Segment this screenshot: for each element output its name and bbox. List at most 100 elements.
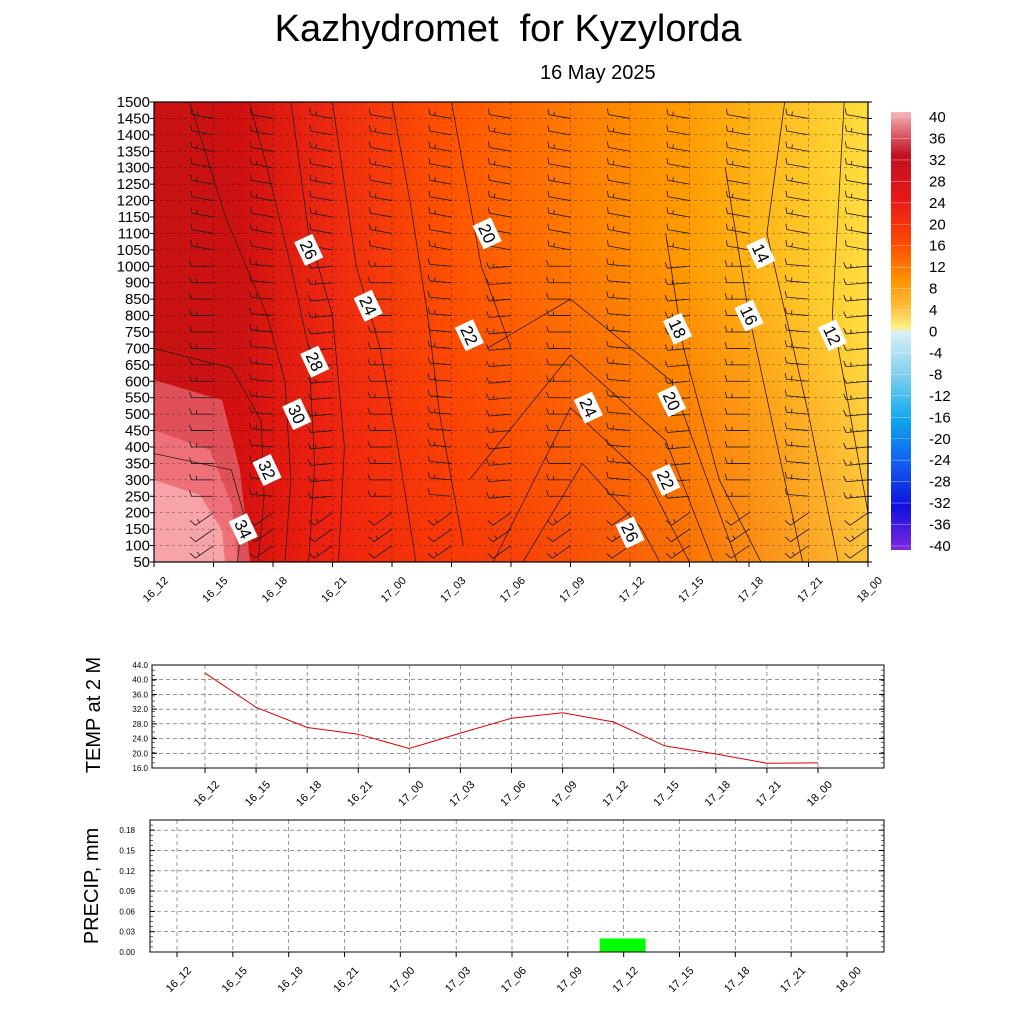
wind-barb-flag <box>546 536 553 543</box>
wind-barb <box>309 223 333 234</box>
wind-barb-flag <box>843 262 847 269</box>
wind-barb-flag <box>367 276 371 283</box>
wind-barb-flag <box>546 440 549 448</box>
wind-barb <box>427 406 452 415</box>
wind-barb-flag <box>784 520 791 526</box>
wind-barb <box>843 262 868 269</box>
wind-barb-staff <box>667 463 690 466</box>
colorbar-label: 12 <box>929 259 946 276</box>
wind-barb-flag <box>189 391 192 398</box>
wind-barb-staff <box>608 411 631 415</box>
wind-barb-flag <box>249 258 252 265</box>
wind-barb <box>547 207 571 218</box>
wind-barb <box>487 528 512 543</box>
y-tick-label: 250 <box>125 488 150 505</box>
wind-barb <box>807 561 809 562</box>
wind-barb <box>309 141 333 152</box>
wind-barb-flag <box>368 125 371 132</box>
wind-barb-staff <box>667 413 690 417</box>
wind-barb <box>664 278 690 286</box>
wind-barb-staff <box>846 380 868 384</box>
wind-barb <box>784 307 809 316</box>
wind-barb <box>785 190 809 201</box>
wind-barb-staff <box>786 346 809 349</box>
wind-barb-flag <box>189 424 192 431</box>
contour-label-box <box>734 299 764 332</box>
wind-barb-flag <box>493 160 496 165</box>
wind-barb-flag <box>307 377 311 384</box>
wind-barb <box>843 360 868 368</box>
y-tick-label: 1250 <box>117 176 150 193</box>
wind-barb <box>627 102 630 103</box>
wind-barb-flag <box>850 127 853 132</box>
wind-barb <box>785 141 809 152</box>
wind-barb-flag <box>368 240 371 247</box>
wind-barb-staff <box>846 265 868 269</box>
wind-barb-flag <box>190 125 193 132</box>
wind-barb-flag <box>494 535 498 540</box>
wind-barb-staff <box>310 179 333 185</box>
y-tick-label: 500 <box>125 406 150 423</box>
wind-barb-flag <box>784 373 787 380</box>
chart-date: 16 May 2025 <box>540 62 656 84</box>
wind-barb-staff <box>310 380 333 384</box>
wind-barb-flag <box>666 125 669 132</box>
wind-barb-flag <box>189 408 192 415</box>
wind-barb-flag <box>249 373 252 380</box>
wind-barb-flag <box>606 108 609 115</box>
wind-barb-flag <box>367 342 371 349</box>
wind-barb-flag <box>724 457 728 464</box>
wind-barb <box>308 528 333 543</box>
wind-barb <box>368 512 393 526</box>
wind-barb-flag <box>196 111 198 116</box>
wind-barb-flag <box>374 226 377 231</box>
wind-barb-flag <box>850 226 853 231</box>
wind-barb <box>486 262 512 269</box>
contour-label-box <box>817 319 847 352</box>
wind-barb-flag <box>190 207 193 214</box>
wind-barb-flag <box>368 520 375 526</box>
wind-barb-staff <box>331 561 333 562</box>
wind-barb <box>368 174 393 185</box>
contour-label: 32 <box>252 453 282 487</box>
wind-barb-flag <box>786 92 787 98</box>
wind-barb-flag <box>606 340 609 347</box>
wind-barb <box>725 190 750 201</box>
wind-barb <box>865 102 868 103</box>
wind-barb-flag <box>309 125 312 132</box>
wind-barb-flag <box>553 242 555 247</box>
wind-barb-staff <box>310 163 333 169</box>
wind-barb <box>725 223 750 234</box>
wind-barb-flag <box>606 174 609 181</box>
wind-barb-flag <box>546 358 549 365</box>
wind-barb-staff <box>251 130 274 136</box>
wind-barb <box>666 157 690 169</box>
wind-barb-staff <box>251 280 274 284</box>
wind-barb <box>784 512 809 526</box>
wind-barb <box>843 311 868 318</box>
wind-barb-flag <box>427 439 430 446</box>
wind-barb <box>487 207 512 218</box>
wind-barb-staff <box>611 512 631 526</box>
wind-barb-staff <box>667 265 690 269</box>
y-tick-label: 1400 <box>117 127 150 144</box>
wind-barb-flag <box>189 536 196 543</box>
wind-barb-staff <box>310 479 333 483</box>
wind-barb-flag <box>724 440 728 448</box>
wind-barb <box>606 108 631 119</box>
wind-barb-staff <box>492 512 512 526</box>
wind-barb <box>486 344 512 351</box>
wind-barb-staff <box>667 245 690 251</box>
wind-barb <box>784 324 809 333</box>
wind-barb-flag <box>367 391 371 398</box>
wind-barb <box>629 561 630 562</box>
wind-barb <box>249 307 274 316</box>
wind-barb <box>784 422 809 431</box>
wind-barb <box>547 157 571 169</box>
wind-barb <box>249 274 274 284</box>
wind-barb-staff <box>846 229 868 234</box>
wind-barb-staff <box>608 378 631 382</box>
wind-barb-staff <box>254 512 274 526</box>
wind-barb <box>844 512 868 526</box>
wind-barb-staff <box>429 493 452 497</box>
